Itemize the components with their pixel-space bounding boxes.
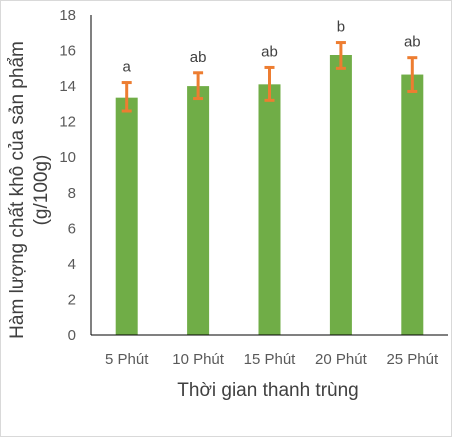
x-tick-label: 25 Phút	[386, 351, 439, 368]
y-tick-label: 12	[59, 114, 76, 131]
y-axis-ticks: 0 2 4 6 8 10 12 14 16 18	[59, 7, 76, 344]
x-tick-label: 20 Phút	[315, 351, 368, 368]
bars	[115, 55, 424, 336]
bar	[187, 86, 210, 335]
error-bar	[121, 81, 132, 113]
bar	[258, 84, 281, 335]
x-axis-title: Thời gian thanh trùng	[177, 380, 358, 401]
bar	[115, 97, 138, 336]
significance-label: a	[123, 59, 132, 76]
error-bar	[335, 41, 346, 70]
y-tick-label: 16	[59, 43, 76, 60]
error-bar	[193, 71, 204, 101]
significance-labels: a ab ab b ab	[123, 19, 421, 76]
bar	[401, 74, 424, 336]
error-bar	[407, 56, 418, 93]
error-bars	[121, 41, 418, 113]
y-tick-label: 10	[59, 149, 76, 166]
significance-label: b	[337, 19, 345, 36]
y-axis-title-line-1: Hàm lượng chất khô của sản phẩm	[7, 41, 28, 339]
y-tick-label: 6	[68, 220, 76, 237]
y-tick-label: 4	[68, 256, 76, 273]
significance-label: ab	[404, 34, 421, 51]
y-axis-title: Hàm lượng chất khô của sản phẩm (g/100g)	[7, 41, 52, 339]
x-tick-label: 10 Phút	[172, 351, 225, 368]
error-bar	[264, 65, 275, 102]
y-tick-label: 18	[59, 7, 76, 24]
bar	[329, 55, 352, 335]
y-tick-label: 2	[68, 291, 76, 308]
y-axis-title-line-2: (g/100g)	[31, 155, 52, 226]
x-tick-label: 15 Phút	[244, 351, 297, 368]
y-tick-label: 0	[68, 327, 76, 344]
y-tick-label: 14	[59, 78, 76, 95]
x-axis-ticks: 5 Phút 10 Phút 15 Phút 20 Phút 25 Phút	[105, 351, 439, 368]
x-tick-label: 5 Phút	[105, 351, 149, 368]
y-tick-label: 8	[68, 185, 76, 202]
significance-label: ab	[261, 43, 278, 60]
significance-label: ab	[190, 49, 207, 66]
